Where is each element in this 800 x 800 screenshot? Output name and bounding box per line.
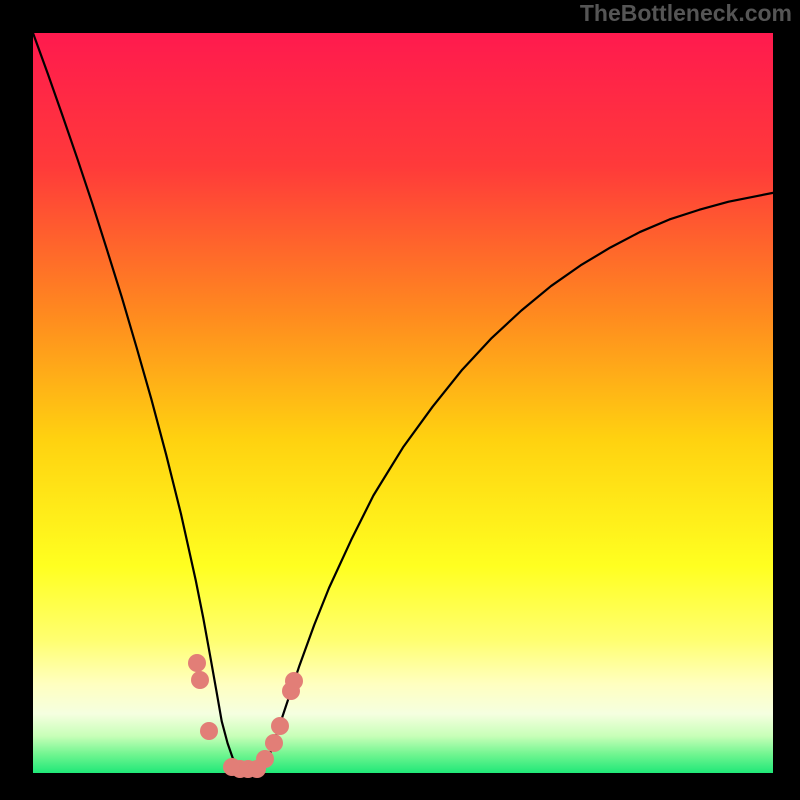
data-point-marker xyxy=(285,672,303,690)
data-point-marker xyxy=(256,750,274,768)
data-point-marker xyxy=(200,722,218,740)
watermark-text: TheBottleneck.com xyxy=(580,0,792,27)
chart-frame: TheBottleneck.com xyxy=(0,0,800,800)
data-markers xyxy=(33,33,773,773)
plot-area xyxy=(33,33,773,773)
data-point-marker xyxy=(271,717,289,735)
data-point-marker xyxy=(265,734,283,752)
data-point-marker xyxy=(191,671,209,689)
data-point-marker xyxy=(188,654,206,672)
